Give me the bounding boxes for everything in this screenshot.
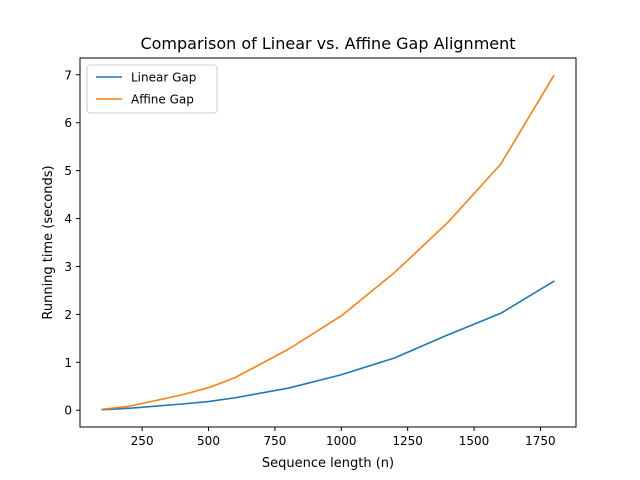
series-line-linear-gap xyxy=(101,280,555,411)
x-tick-label: 250 xyxy=(131,434,154,448)
y-axis-label: Running time (seconds) xyxy=(41,165,56,319)
legend-label: Linear Gap xyxy=(131,71,196,85)
plot-frame xyxy=(79,57,577,428)
x-tick-label: 1750 xyxy=(525,434,556,448)
y-tick-label: 3 xyxy=(64,260,72,274)
x-tick-label: 1000 xyxy=(326,434,357,448)
series-line-affine-gap xyxy=(101,74,555,411)
chart-title: Comparison of Linear vs. Affine Gap Alig… xyxy=(140,34,515,53)
y-tick-label: 0 xyxy=(64,404,72,418)
x-tick-label: 750 xyxy=(263,434,286,448)
x-axis-label: Sequence length (n) xyxy=(262,456,394,471)
y-tick-label: 6 xyxy=(64,116,72,130)
legend-label: Affine Gap xyxy=(131,93,194,107)
plot-area: 250 500 750 1000 1250 1500 1750 0 1 2 3 4 5 6 7 xyxy=(64,68,555,448)
y-tick-label: 1 xyxy=(64,356,72,370)
legend: Linear Gap Affine Gap xyxy=(86,64,218,114)
y-tick-label: 7 xyxy=(64,68,72,82)
y-tick-label: 4 xyxy=(64,212,72,226)
x-tick-label: 1500 xyxy=(459,434,490,448)
x-tick-label: 1250 xyxy=(392,434,423,448)
y-tick-label: 5 xyxy=(64,164,72,178)
x-tick-label: 500 xyxy=(197,434,220,448)
y-tick-label: 2 xyxy=(64,308,72,322)
